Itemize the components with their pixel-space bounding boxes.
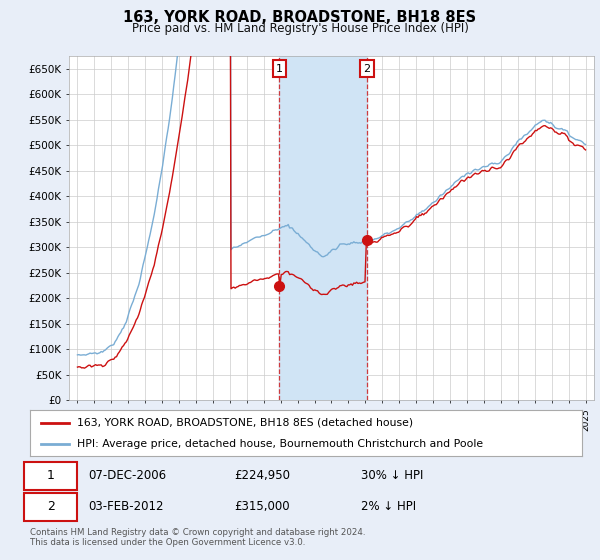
Text: 1: 1: [276, 64, 283, 74]
Text: HPI: Average price, detached house, Bournemouth Christchurch and Poole: HPI: Average price, detached house, Bour…: [77, 439, 483, 449]
Text: 30% ↓ HPI: 30% ↓ HPI: [361, 469, 424, 483]
Text: 2: 2: [364, 64, 370, 74]
Text: 2: 2: [47, 500, 55, 514]
Text: 163, YORK ROAD, BROADSTONE, BH18 8ES (detached house): 163, YORK ROAD, BROADSTONE, BH18 8ES (de…: [77, 418, 413, 428]
Text: 2% ↓ HPI: 2% ↓ HPI: [361, 500, 416, 514]
Text: 1: 1: [47, 469, 55, 483]
Text: 163, YORK ROAD, BROADSTONE, BH18 8ES: 163, YORK ROAD, BROADSTONE, BH18 8ES: [124, 10, 476, 25]
FancyBboxPatch shape: [25, 462, 77, 490]
Text: £315,000: £315,000: [234, 500, 290, 514]
Text: 07-DEC-2006: 07-DEC-2006: [88, 469, 166, 483]
Text: Price paid vs. HM Land Registry's House Price Index (HPI): Price paid vs. HM Land Registry's House …: [131, 22, 469, 35]
Text: Contains HM Land Registry data © Crown copyright and database right 2024.
This d: Contains HM Land Registry data © Crown c…: [30, 528, 365, 547]
Text: £224,950: £224,950: [234, 469, 290, 483]
Text: 03-FEB-2012: 03-FEB-2012: [88, 500, 163, 514]
Bar: [280, 56, 367, 400]
FancyBboxPatch shape: [25, 493, 77, 521]
